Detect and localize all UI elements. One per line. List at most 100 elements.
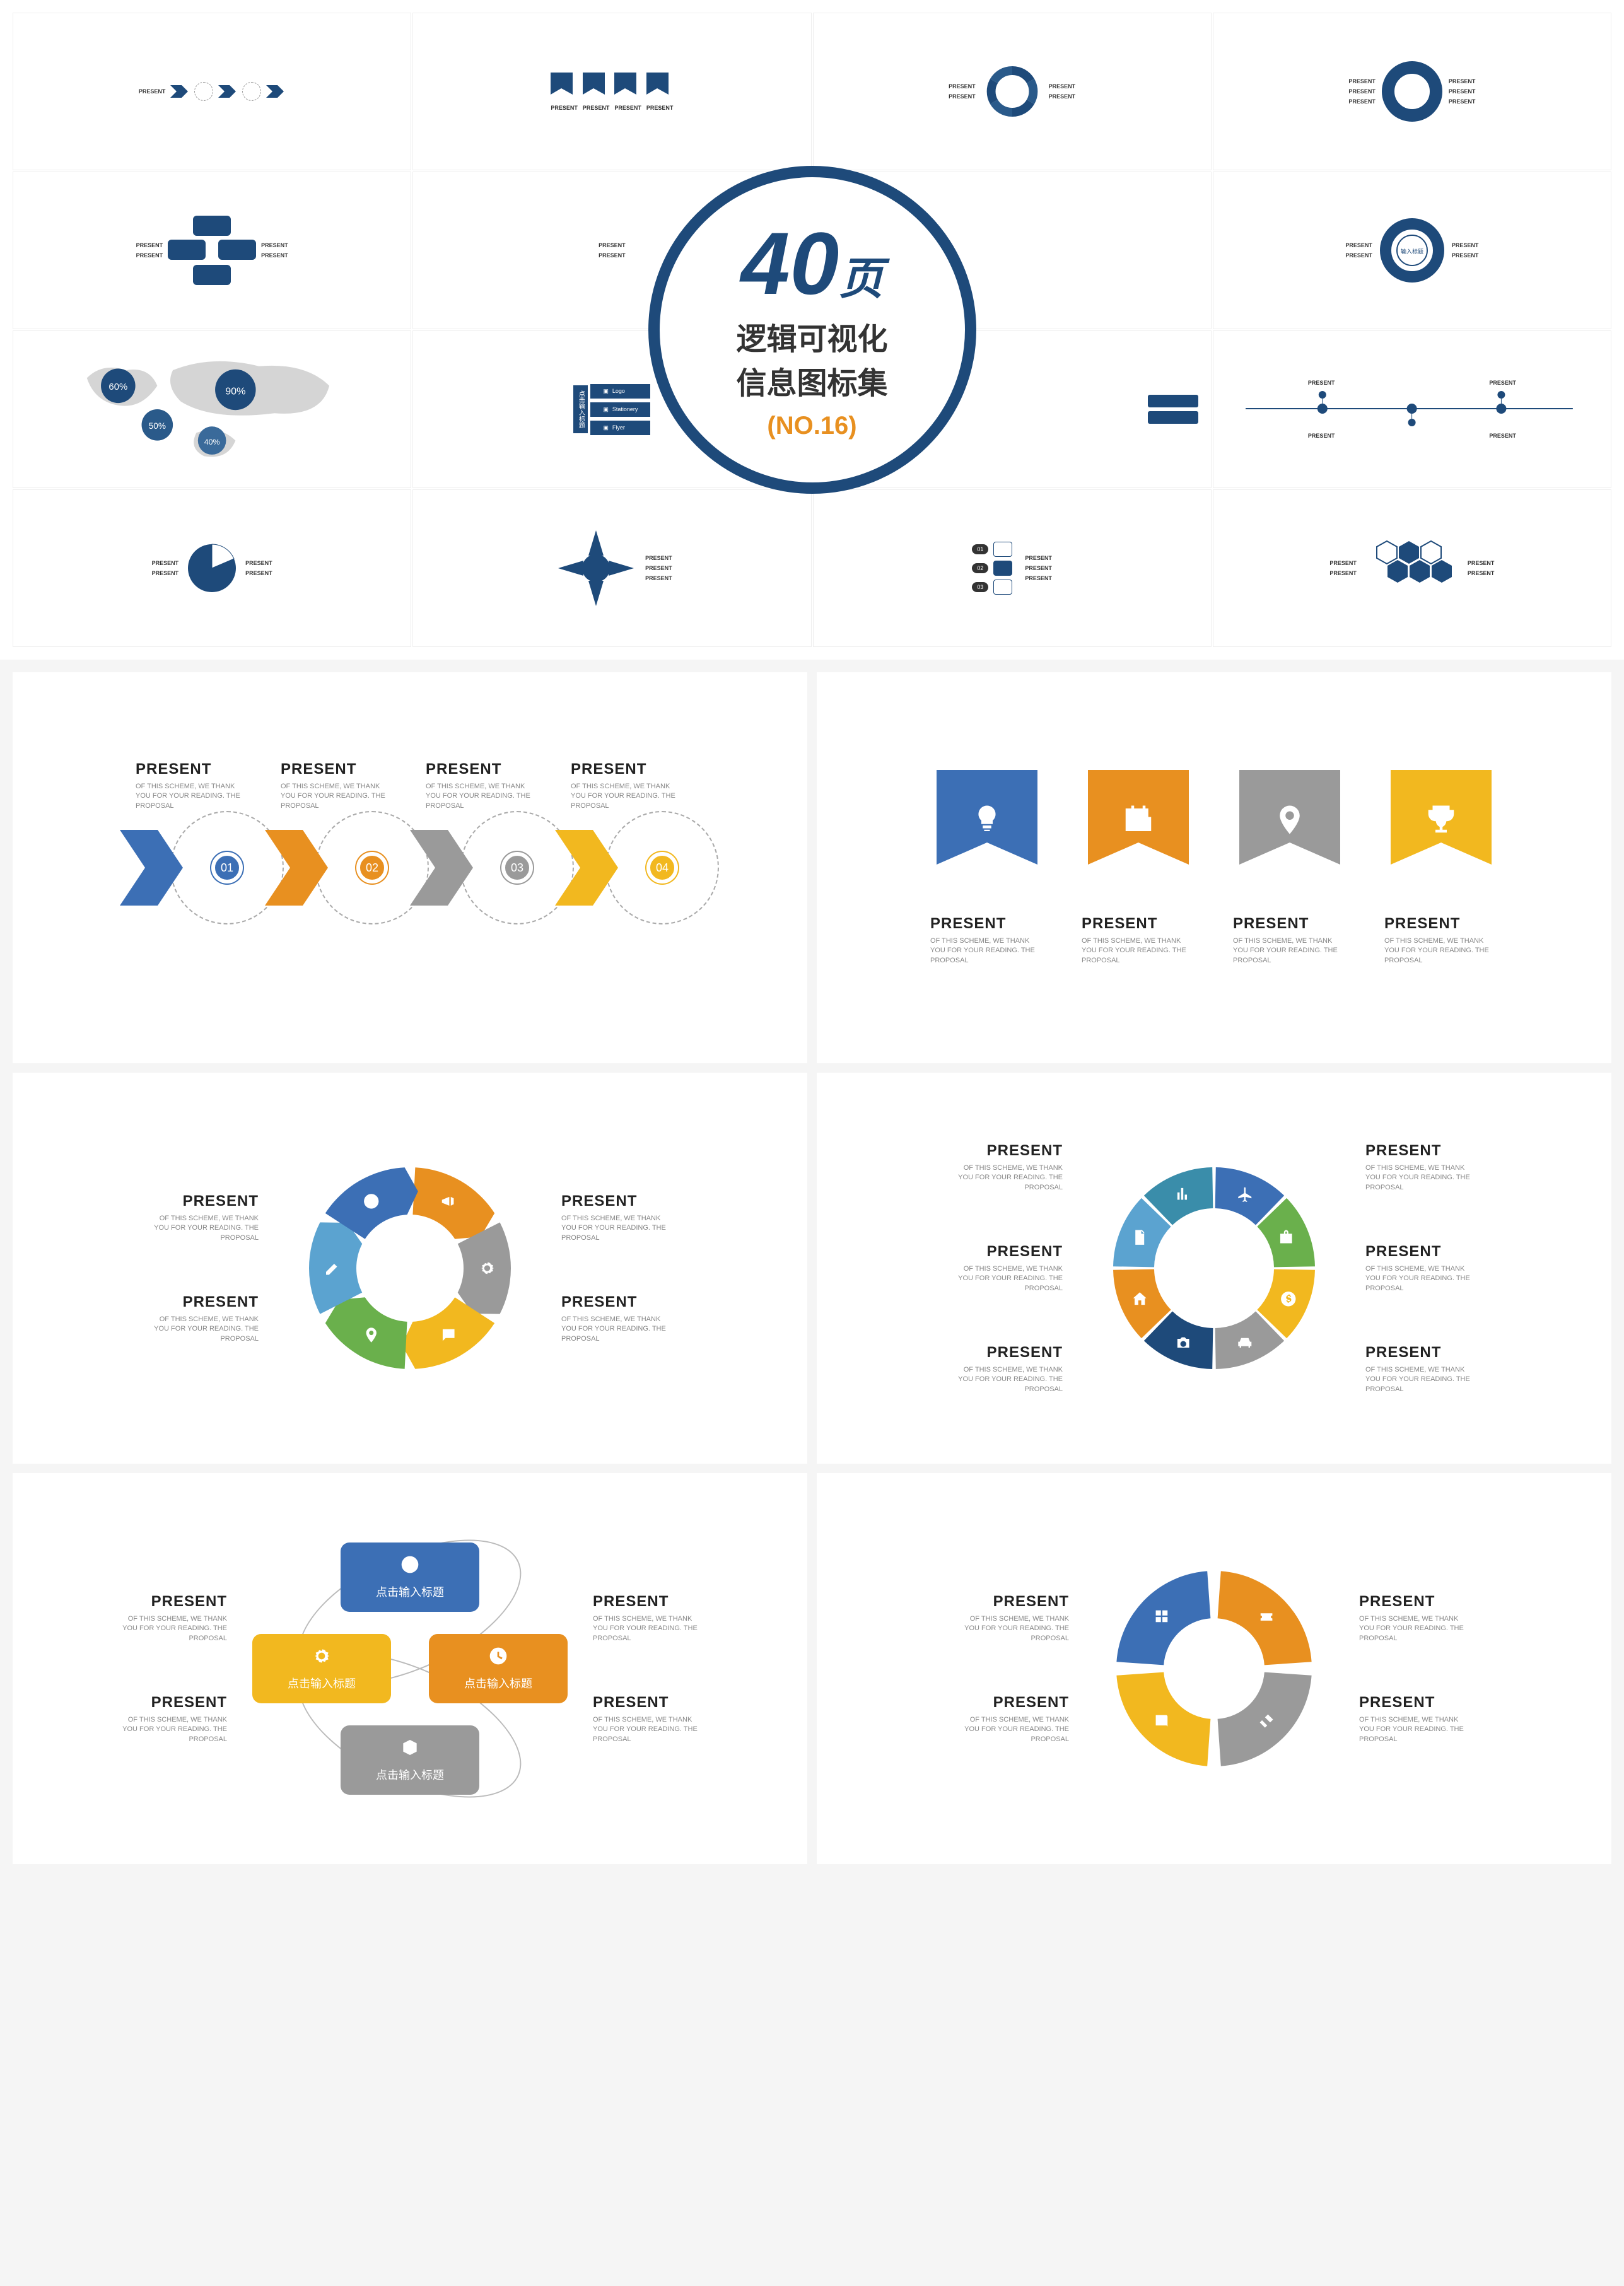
present-desc: OF THIS SCHEME, WE THANK YOU FOR YOUR RE… (1359, 1614, 1473, 1643)
present-title: PRESENT (593, 1694, 706, 1712)
mini-label: PRESENT (1308, 433, 1335, 439)
mini-map-icon: 60% 50% 90% 40% (13, 331, 411, 487)
mini-label: PRESENT (152, 570, 179, 576)
present-title: PRESENT (114, 1593, 227, 1611)
present-block: PRESENTOF THIS SCHEME, WE THANK YOU FOR … (949, 1243, 1063, 1293)
step-number: 02 (356, 852, 388, 883)
mini-label: PRESENT (1449, 78, 1476, 85)
mini-label: PRESENT (1025, 575, 1052, 581)
present-block: PRESENT OF THIS SCHEME, WE THANK YOU FOR … (571, 761, 684, 811)
present-block: PRESENTOF THIS SCHEME, WE THANK YOU FOR … (949, 1344, 1063, 1394)
thumb-ring: PRESENTPRESENTPRESENT PRESENTPRESENTPRES… (1213, 13, 1611, 170)
present-title: PRESENT (561, 1193, 675, 1210)
present-desc: OF THIS SCHEME, WE THANK YOU FOR YOUR RE… (593, 1715, 706, 1744)
box-icon (400, 1737, 420, 1758)
present-block: PRESENTOF THIS SCHEME, WE THANK YOU FOR … (561, 1193, 675, 1243)
thumb-ring-center: PRESENTPRESENT 输入标题 PRESENTPRESENT (1213, 172, 1611, 329)
mini-item: Logo (612, 388, 625, 395)
present-title: PRESENT (571, 761, 684, 778)
mini-cycle-icon (981, 60, 1044, 123)
slide-four-boxes: PRESENT OF THIS SCHEME, WE THANK YOU FOR … (13, 1473, 807, 1864)
thumb-numbered-list: 01 02 03 PRESENTPRESENTPRESENT (813, 489, 1212, 647)
present-desc: OF THIS SCHEME, WE THANK YOU FOR YOUR RE… (571, 782, 684, 811)
thumbnail-grid: PRESENT PRESENT PRESENT PRESENT PRESENT … (0, 0, 1624, 660)
gear-icon (312, 1646, 332, 1666)
mini-arrow-icon (170, 82, 189, 101)
mini-label: PRESENT (1308, 380, 1335, 386)
info-box: 点击输入标题 (341, 1542, 479, 1612)
slide-ribbons: PRESENT OF THIS SCHEME, WE THANK YOU FOR … (817, 672, 1611, 1063)
calendar-icon (1121, 803, 1155, 837)
present-block: PRESENTOF THIS SCHEME, WE THANK YOU FOR … (593, 1593, 706, 1643)
mini-ring-center-icon: 输入标题 (1377, 216, 1447, 285)
present-desc: OF THIS SCHEME, WE THANK YOU FOR YOUR RE… (949, 1163, 1063, 1193)
mini-ring-text: 输入标题 (1401, 248, 1423, 255)
present-desc: OF THIS SCHEME, WE THANK YOU FOR YOUR RE… (955, 1614, 1069, 1643)
present-desc: OF THIS SCHEME, WE THANK YOU FOR YOUR RE… (426, 782, 539, 811)
thumb-four-boxes: PRESENTPRESENT PRESENTPRESENT (13, 172, 411, 329)
mini-ring-icon (1381, 60, 1444, 123)
present-block: PRESENTOF THIS SCHEME, WE THANK YOU FOR … (955, 1694, 1069, 1744)
step-number: 03 (501, 852, 533, 883)
present-title: PRESENT (281, 761, 394, 778)
present-desc: OF THIS SCHEME, WE THANK YOU FOR YOUR RE… (114, 1715, 227, 1744)
ticket-icon (1261, 1613, 1273, 1621)
present-block: PRESENTOF THIS SCHEME, WE THANK YOU FOR … (1233, 915, 1347, 965)
doc-icon (1135, 1230, 1144, 1245)
present-block: PRESENTOF THIS SCHEME, WE THANK YOU FOR … (145, 1293, 259, 1344)
box-label: 点击输入标题 (376, 1583, 444, 1600)
target-icon (364, 1194, 378, 1208)
mini-label: PRESENT (1025, 565, 1052, 571)
chevron-arrow-icon (555, 820, 624, 915)
present-title: PRESENT (114, 1694, 227, 1712)
badge-sub: (NO.16) (767, 412, 856, 440)
present-block: PRESENTOF THIS SCHEME, WE THANK YOU FOR … (1365, 1142, 1479, 1193)
mini-label: PRESENT (139, 88, 166, 95)
present-title: PRESENT (561, 1293, 675, 1311)
mini-label: PRESENT (1489, 433, 1516, 439)
info-box: 点击输入标题 (429, 1634, 568, 1703)
present-title: PRESENT (136, 761, 249, 778)
present-desc: OF THIS SCHEME, WE THANK YOU FOR YOUR RE… (949, 1365, 1063, 1394)
thumb-compass: PRESENTPRESENTPRESENT (412, 489, 811, 647)
mini-label: PRESENT (1348, 78, 1376, 85)
bulb-icon (970, 803, 1004, 837)
chevron-arrow-icon (120, 820, 189, 915)
mini-label: PRESENT (1049, 93, 1076, 100)
mini-label: PRESENT (1348, 98, 1376, 105)
mini-arrow-icon (266, 82, 285, 101)
mini-sidebar-title: 点击输入标题 (573, 385, 588, 433)
box-label: 点击输入标题 (464, 1675, 532, 1691)
mini-label: PRESENT (949, 93, 976, 100)
present-desc: OF THIS SCHEME, WE THANK YOU FOR YOUR RE… (1082, 936, 1195, 965)
present-title: PRESENT (930, 915, 1044, 933)
present-desc: OF THIS SCHEME, WE THANK YOU FOR YOUR RE… (930, 936, 1044, 965)
present-block: PRESENTOF THIS SCHEME, WE THANK YOU FOR … (1365, 1344, 1479, 1394)
present-block: PRESENTOF THIS SCHEME, WE THANK YOU FOR … (145, 1193, 259, 1243)
mini-pie-icon (184, 540, 240, 597)
present-title: PRESENT (1082, 915, 1195, 933)
mini-num: 03 (972, 582, 988, 592)
chevron-arrow-icon (410, 820, 479, 915)
large-slides: PRESENT OF THIS SCHEME, WE THANK YOU FOR … (0, 660, 1624, 1877)
title-badge: 40页 逻辑可视化 信息图标集 (NO.16) (648, 166, 976, 494)
mini-label: PRESENT (614, 105, 641, 111)
slide-donut-8: PRESENT OF THIS SCHEME, WE THANK YOU FOR … (817, 1073, 1611, 1464)
info-box: 点击输入标题 (252, 1634, 391, 1703)
present-title: PRESENT (949, 1243, 1063, 1261)
present-desc: OF THIS SCHEME, WE THANK YOU FOR YOUR RE… (136, 782, 249, 811)
present-title: PRESENT (1359, 1593, 1473, 1611)
step-number: 01 (211, 852, 243, 883)
present-block: PRESENT OF THIS SCHEME, WE THANK YOU FOR … (930, 915, 1044, 965)
mini-label: PRESENT (646, 105, 674, 111)
mini-label: PRESENT (1348, 88, 1376, 95)
mini-label: PRESENT (261, 242, 288, 248)
book-icon (1156, 1715, 1168, 1727)
ribbon-item: PRESENTOF THIS SCHEME, WE THANK YOU FOR … (1233, 770, 1347, 965)
present-desc: OF THIS SCHEME, WE THANK YOU FOR YOUR RE… (593, 1614, 706, 1643)
mini-item: Stationery (612, 406, 638, 413)
mini-label: PRESENT (645, 565, 672, 571)
present-title: PRESENT (1365, 1142, 1479, 1160)
thumb-hexagons: PRESENTPRESENT PRESENTPRESENT (1213, 489, 1611, 647)
present-block: PRESENTOF THIS SCHEME, WE THANK YOU FOR … (1384, 915, 1498, 965)
